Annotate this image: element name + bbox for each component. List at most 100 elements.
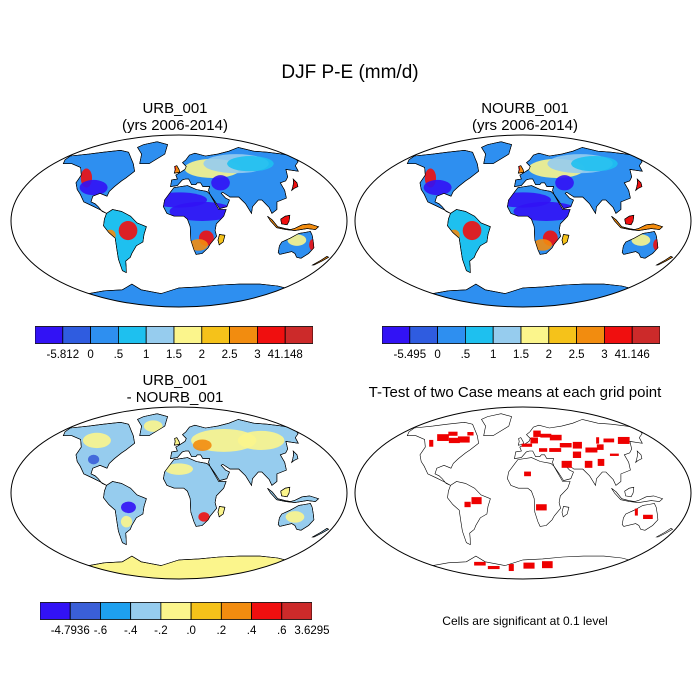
colorbar-label: 3	[254, 349, 261, 361]
significant-cell	[523, 562, 535, 569]
coastline	[267, 487, 320, 503]
significant-cell	[596, 437, 600, 444]
colorbar-swatch	[90, 326, 119, 344]
colorbar-label: .6	[276, 625, 287, 637]
value-patch	[189, 239, 208, 251]
significant-cell	[448, 431, 458, 436]
map-border	[354, 406, 692, 580]
value-patch	[533, 239, 552, 251]
significant-cell	[609, 453, 619, 456]
landmass-samerica	[447, 481, 491, 546]
coastline	[311, 528, 330, 538]
colorbar-label: -5.495	[393, 349, 427, 361]
colorbar-label: -.2	[154, 625, 168, 637]
colorbar-label: 3.6295	[294, 625, 330, 637]
colorbar-label: -.6	[93, 625, 108, 637]
landmass-nz	[655, 528, 674, 538]
significant-cell	[572, 451, 582, 458]
colorbar-swatch	[603, 326, 633, 344]
landmass-borneo	[280, 214, 291, 226]
significant-cell	[437, 434, 449, 441]
value-patch	[287, 234, 307, 246]
colorbar-label: 1.5	[513, 349, 529, 361]
significant-cell	[634, 508, 638, 516]
coastline	[170, 147, 299, 215]
map-border	[10, 134, 348, 308]
landmass-antarctica	[409, 283, 638, 307]
coastline	[163, 185, 227, 255]
colorbar-label: .2	[216, 625, 227, 637]
figure-title: DJF P-E (mm/d)	[281, 62, 419, 83]
coastline	[103, 481, 147, 546]
colorbar-label: -5.812	[46, 349, 80, 361]
colorbar-label: .5	[113, 349, 124, 361]
value-patch	[82, 432, 111, 449]
colorbar-swatches	[382, 326, 660, 344]
colorbar-swatch	[281, 602, 312, 620]
significant-cell	[585, 447, 598, 453]
value-patch	[118, 221, 138, 241]
coastline	[507, 185, 571, 255]
landmass-samerica	[447, 209, 491, 274]
significant-cell	[448, 437, 460, 444]
significant-cell	[541, 561, 553, 569]
colorbar-swatch	[631, 326, 660, 344]
landmass-samerica	[103, 209, 147, 274]
coastline	[62, 421, 135, 486]
coastline	[62, 149, 135, 214]
landmass-antarctica	[65, 555, 294, 579]
value-patch	[211, 175, 230, 191]
significance-note: Cells are significant at 0.1 level	[442, 614, 608, 628]
coastline	[173, 165, 181, 174]
colorbar-swatch	[118, 326, 147, 344]
significant-cell	[549, 448, 562, 452]
colorbar-swatches	[35, 326, 313, 344]
value-patch	[121, 501, 136, 514]
coastline	[267, 215, 320, 231]
colorbar-swatch	[190, 602, 222, 620]
landmass-japan	[635, 450, 643, 464]
panel-title-diff-line1: URB_001	[142, 372, 208, 389]
colorbar-swatches	[40, 602, 312, 620]
significant-cell	[536, 504, 547, 511]
landmass-australia	[621, 503, 659, 531]
colorbar-swatch	[40, 602, 71, 620]
coastline	[406, 149, 479, 214]
coastline	[621, 231, 659, 259]
significant-cell	[643, 514, 653, 520]
value-patch	[198, 512, 210, 522]
coastline	[137, 141, 168, 164]
coastline	[514, 147, 643, 215]
value-patch	[571, 156, 618, 172]
coastline	[655, 256, 674, 266]
colorbar-label: .5	[460, 349, 471, 361]
colorbar-swatch	[576, 326, 605, 344]
colorbar-swatch	[173, 326, 203, 344]
significant-cell	[471, 497, 482, 505]
value-patch	[495, 192, 551, 208]
panel-title-urb-line1: URB_001	[142, 100, 208, 117]
coastline	[163, 457, 227, 527]
colorbar-swatch	[284, 326, 313, 344]
significant-cell	[572, 441, 582, 449]
significant-cell	[561, 460, 572, 468]
colorbar-swatch	[130, 602, 162, 620]
landmass-samerica	[103, 481, 147, 546]
value-patch	[165, 463, 193, 475]
panel-title-nourb: NOURB_001 (yrs 2006-2014)	[425, 100, 625, 134]
colorbar-swatch	[160, 602, 192, 620]
coastline	[217, 506, 226, 518]
value-patch	[423, 179, 452, 196]
landmass-namerica	[62, 421, 135, 486]
landmass-greenland	[481, 413, 512, 436]
coastline	[481, 141, 512, 164]
colorbar-label: 1	[489, 349, 497, 361]
panel-title-ttest: T-Test of two Case means at each grid po…	[368, 384, 662, 401]
significant-cell	[617, 436, 630, 444]
colorbar-label: 2	[545, 349, 552, 361]
colorbar-swatch	[548, 326, 578, 344]
significant-cell	[487, 565, 500, 570]
landmass-borneo	[624, 486, 635, 498]
coastline	[277, 503, 315, 531]
significant-cell	[429, 439, 434, 447]
